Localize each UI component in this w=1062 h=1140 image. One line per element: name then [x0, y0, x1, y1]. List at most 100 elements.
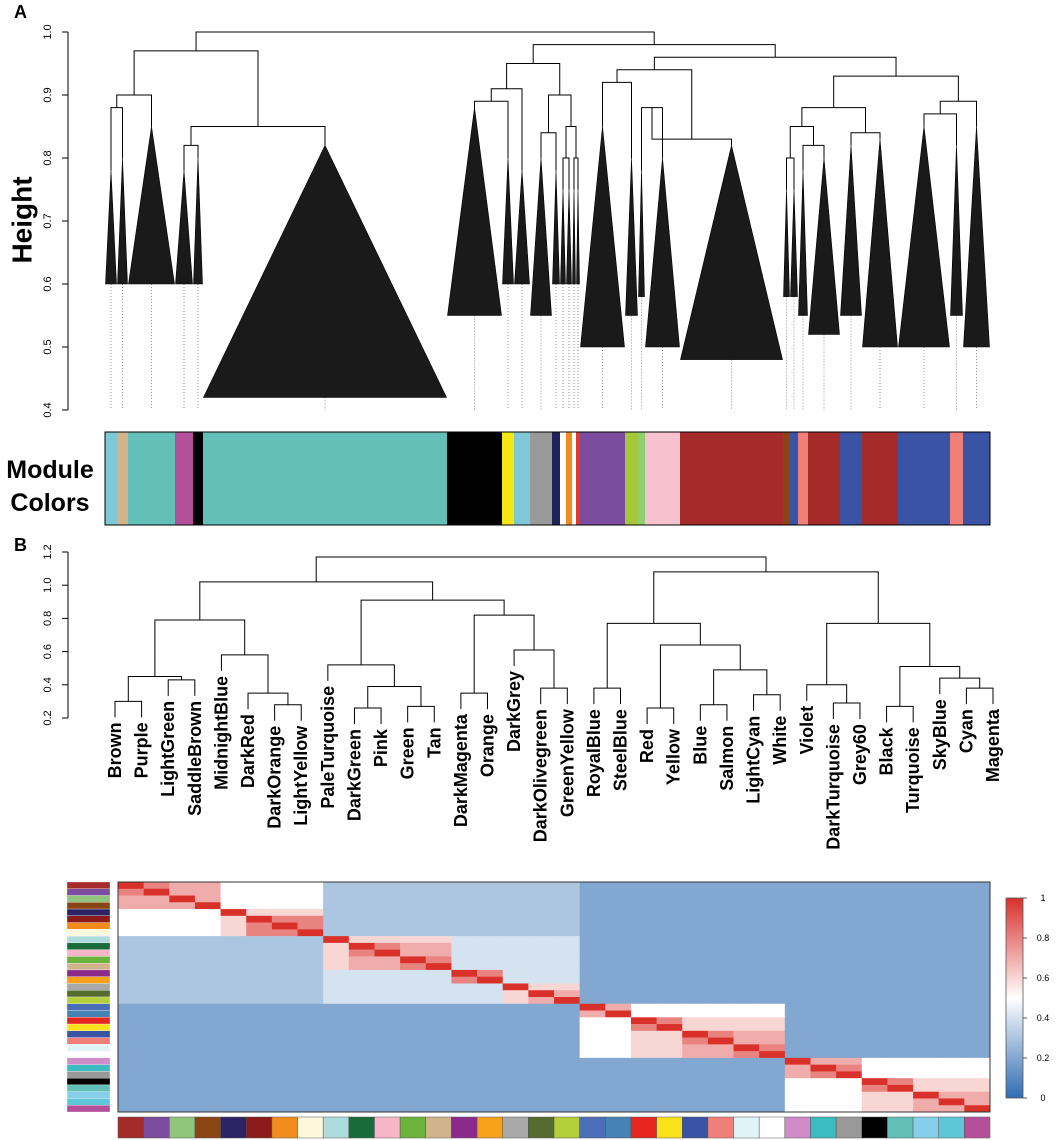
heat-cell: [348, 915, 375, 923]
heat-cell: [246, 1064, 273, 1072]
heat-cell: [348, 1010, 375, 1018]
heat-cell: [707, 1078, 734, 1086]
row-color: [66, 902, 111, 910]
column-color: [374, 1116, 401, 1139]
heat-cell: [861, 990, 888, 998]
module-color: [117, 432, 128, 525]
heat-cell: [913, 895, 940, 903]
row-color: [66, 1091, 111, 1099]
heat-cell: [759, 888, 786, 896]
heat-cell: [323, 1071, 350, 1079]
heat-cell: [374, 949, 401, 957]
heat-cell: [400, 949, 427, 957]
y-tick-label: 1.2: [42, 544, 54, 559]
heat-cell: [759, 963, 786, 971]
heat-cell: [143, 942, 170, 950]
branch-cluster: [203, 144, 447, 398]
leaf-label: SaddleBrown: [185, 701, 205, 816]
heat-cell: [579, 990, 606, 998]
heat-cell: [579, 922, 606, 930]
heat-cell: [220, 882, 247, 890]
merge: [616, 69, 693, 140]
leaf-label: DarkGreen: [344, 729, 364, 821]
heat-cell: [554, 1071, 580, 1079]
heat-cell: [194, 1084, 221, 1093]
merge: [699, 704, 728, 721]
heat-cell: [836, 882, 863, 890]
heat-cell: [169, 1084, 196, 1093]
heat-cell: [374, 942, 401, 950]
heat-cell: [246, 1078, 273, 1086]
heat-cell: [374, 1010, 401, 1018]
heat-cell: [656, 956, 683, 964]
heat-cell: [913, 949, 940, 957]
heat-cell: [271, 942, 298, 950]
heat-cell: [297, 956, 324, 964]
heat-cell: [271, 963, 298, 971]
heat-cell: [425, 1037, 452, 1045]
heat-cell: [143, 936, 170, 944]
heat-cell: [528, 1071, 555, 1079]
heat-cell: [374, 1105, 401, 1113]
heat-cell: [400, 983, 427, 991]
merge: [183, 144, 199, 171]
heat-cell: [220, 1071, 247, 1079]
heat-cell: [451, 936, 478, 944]
heat-cell: [964, 963, 991, 971]
heat-cell: [630, 922, 657, 930]
heat-cell: [913, 888, 940, 896]
heat-cell: [246, 942, 273, 950]
heat-cell: [425, 882, 452, 890]
module-color: [790, 432, 798, 525]
heat-cell: [502, 956, 529, 964]
leaf-label: Blue: [690, 726, 710, 765]
heat-cell: [194, 956, 221, 964]
heat-cell: [887, 1010, 914, 1018]
heat-cell: [220, 936, 247, 944]
heat-cell: [348, 1084, 375, 1093]
heat-cell: [938, 1024, 965, 1032]
heat-cell: [810, 1091, 837, 1099]
heat-cell: [297, 1010, 324, 1018]
heat-cell: [682, 895, 709, 903]
leaf-label: PaleTurquoise: [318, 686, 338, 809]
heat-cell: [194, 969, 221, 978]
heat-cell: [502, 1105, 529, 1113]
heat-cell: [348, 895, 375, 903]
heat-cell: [861, 1091, 888, 1099]
heat-cell: [861, 909, 888, 917]
heat-cell: [400, 1071, 427, 1079]
row-color: [66, 888, 111, 896]
heat-cell: [579, 1078, 606, 1086]
heat-cell: [374, 1071, 401, 1079]
heat-cell: [605, 915, 632, 923]
heat-cell: [759, 1044, 786, 1052]
heat-cell: [118, 882, 144, 890]
heat-cell: [605, 1003, 632, 1011]
heat-cell: [682, 942, 709, 950]
heat-cell: [861, 1037, 888, 1045]
y-tick-label: 0.9: [42, 87, 54, 102]
heat-cell: [861, 942, 888, 950]
heat-cell: [118, 915, 144, 923]
heat-cell: [143, 1010, 170, 1018]
heat-cell: [143, 976, 170, 984]
column-color: [733, 1116, 760, 1139]
heat-cell: [271, 895, 298, 903]
heat-cell: [554, 1078, 580, 1086]
heat-cell: [451, 922, 478, 930]
row-color: [66, 935, 111, 944]
heat-cell: [759, 1105, 786, 1113]
heat-cell: [836, 1037, 863, 1045]
heat-cell: [118, 1071, 144, 1079]
heat-cell: [810, 1064, 837, 1072]
heat-cell: [938, 936, 965, 944]
heat-cell: [477, 1044, 504, 1052]
heat-cell: [374, 990, 401, 998]
heat-cell: [297, 895, 324, 903]
heat-cell: [656, 1044, 683, 1052]
colorbar-tick-label: 0.4: [1037, 1013, 1050, 1023]
heat-cell: [554, 909, 580, 917]
heat-cell: [400, 1098, 427, 1106]
merge: [327, 664, 395, 687]
